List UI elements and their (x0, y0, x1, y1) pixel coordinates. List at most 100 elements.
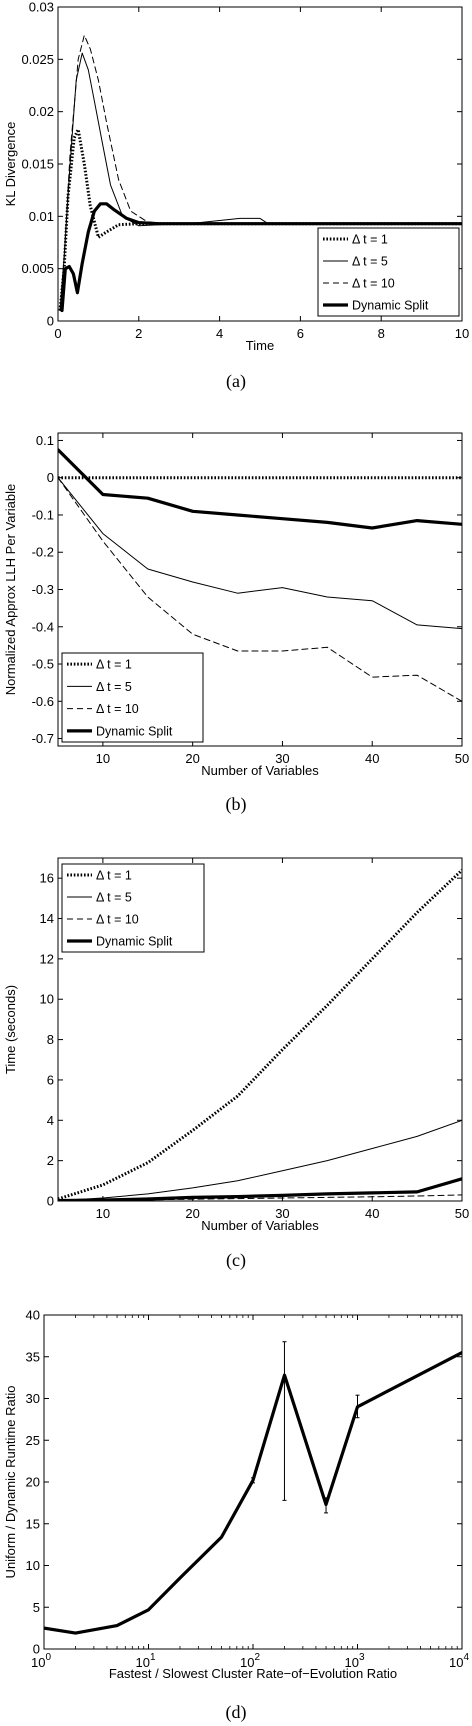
legend-label: Δ t = 5 (352, 255, 388, 269)
y-tick-label: 5 (33, 1600, 40, 1615)
legend-label: Dynamic Split (352, 299, 429, 313)
legend-label: Dynamic Split (96, 724, 173, 738)
y-tick-label: 0 (47, 1194, 54, 1209)
y-tick-label: 4 (47, 1113, 54, 1128)
y-tick-label: 10 (26, 1558, 40, 1573)
x-tick-label: 50 (455, 751, 469, 766)
x-axis-label: Time (246, 338, 274, 353)
series-line-1 (58, 128, 462, 311)
x-tick-label: 40 (365, 1206, 379, 1221)
legend-label: Δ t = 10 (96, 702, 139, 716)
y-tick-label: 0.005 (21, 261, 54, 276)
y-axis-label: Uniform / Dynamic Runtime Ratio (3, 1386, 18, 1579)
x-tick-label: 30 (275, 1206, 289, 1221)
y-tick-label: 0.025 (21, 52, 54, 67)
series-line-1 (44, 1350, 462, 1635)
plot-frame (57, 857, 463, 1202)
y-tick-label: 14 (40, 911, 54, 926)
y-tick-label: 0.1 (36, 433, 54, 448)
y-tick-label: 0 (33, 1642, 40, 1657)
y-tick-label: -0.4 (32, 619, 54, 634)
x-axis-label: Fastest / Slowest Cluster Rate−of−Evolut… (109, 1666, 397, 1681)
chart-2: 0.1 0 -0.1 -0.2 -0.3 -0.4 -0.5 -0.6 -0.7 10 20 30 40… (3, 432, 469, 815)
y-tick-label: -0.3 (32, 582, 54, 597)
y-tick-label: 12 (40, 951, 54, 966)
legend: Δ t = 1 Δ t = 5 Δ t = 10 Dynamic Split (317, 227, 460, 317)
y-tick-label: -0.7 (32, 731, 54, 746)
x-tick-label: 8 (378, 326, 385, 341)
series-group (58, 34, 462, 313)
legend: Δ t = 1 Δ t = 5 Δ t = 10 Dynamic Split (61, 652, 204, 743)
legend-label: Δ t = 5 (96, 680, 132, 694)
legend-label: Δ t = 1 (96, 658, 132, 672)
y-tick-label: 0.03 (29, 0, 54, 15)
series-line-3 (58, 1194, 462, 1201)
x-tick-label: 100 (31, 1652, 51, 1670)
figure-caption: (d) (226, 1702, 247, 1723)
legend-label: Δ t = 10 (352, 277, 395, 291)
series-line-4 (58, 1177, 462, 1201)
x-axis-label: Number of Variables (201, 1218, 319, 1233)
x-tick-label: 10 (96, 1206, 110, 1221)
series-line-4 (60, 202, 462, 313)
x-tick-label: 2 (135, 326, 142, 341)
x-tick-label: 20 (185, 1206, 199, 1221)
y-tick-label: 15 (26, 1516, 40, 1531)
series-group (58, 448, 462, 702)
series-line-2 (58, 477, 462, 630)
x-tick-label: 4 (216, 326, 223, 341)
y-tick-label: -0.6 (32, 694, 54, 709)
y-tick-label: 35 (26, 1349, 40, 1364)
x-tick-label: 50 (455, 1206, 469, 1221)
y-tick-label: 20 (26, 1475, 40, 1490)
y-tick-label: 2 (47, 1153, 54, 1168)
figure-caption: (a) (226, 371, 246, 392)
legend: Δ t = 1 Δ t = 5 Δ t = 10 Dynamic Split (61, 863, 205, 953)
chart-1: 0 0.005 0.01 0.015 0.02 0.025 0.03 0 2 4 6 8 10 Time K… (3, 0, 469, 392)
legend-label: Δ t = 5 (96, 891, 132, 905)
y-tick-label: 30 (26, 1391, 40, 1406)
figure-caption: (b) (226, 794, 247, 815)
figure-caption: (c) (226, 1250, 246, 1271)
y-tick-label: -0.2 (32, 545, 54, 560)
y-tick-label: 0.02 (29, 104, 54, 119)
y-tick-label: -0.5 (32, 657, 54, 672)
y-axis-label: KL Divergence (3, 122, 18, 207)
y-tick-label: 8 (47, 1032, 54, 1047)
legend-box (61, 863, 205, 953)
y-tick-label: 10 (40, 992, 54, 1007)
x-tick-label: 20 (185, 751, 199, 766)
series-line-2 (58, 1119, 462, 1201)
y-tick-label: -0.1 (32, 507, 54, 522)
legend-label: Δ t = 1 (96, 869, 132, 883)
y-axis-label: Normalized Approx LLH Per Variable (3, 484, 18, 695)
y-tick-label: 16 (40, 871, 54, 886)
x-tick-label: 10 (455, 326, 469, 341)
chart-3: 0 2 4 6 8 10 12 14 16 10 20 30 40 50 Number of Variabl… (3, 857, 469, 1271)
y-tick-label: 0 (47, 470, 54, 485)
x-tick-label: 6 (297, 326, 304, 341)
series-line-4 (58, 448, 462, 530)
x-tick-label: 10 (96, 751, 110, 766)
legend-label: Dynamic Split (96, 935, 173, 949)
y-tick-label: 6 (47, 1072, 54, 1087)
legend-label: Δ t = 1 (352, 233, 388, 247)
y-tick-label: 40 (26, 1308, 40, 1323)
x-tick-label: 104 (449, 1652, 469, 1670)
y-tick-label: 0 (47, 314, 54, 329)
x-tick-label: 40 (365, 751, 379, 766)
y-tick-label: 0.015 (21, 157, 54, 172)
legend-box (317, 227, 460, 317)
series-group (58, 869, 462, 1201)
legend-box (61, 652, 204, 743)
legend-label: Δ t = 10 (96, 913, 139, 927)
x-tick-label: 0 (54, 326, 61, 341)
y-tick-label: 0.01 (29, 209, 54, 224)
series-group (44, 1341, 462, 1635)
series-line-1 (58, 869, 462, 1201)
x-axis-label: Number of Variables (201, 763, 319, 778)
y-tick-label: 25 (26, 1433, 40, 1448)
series-line-3 (58, 477, 462, 702)
